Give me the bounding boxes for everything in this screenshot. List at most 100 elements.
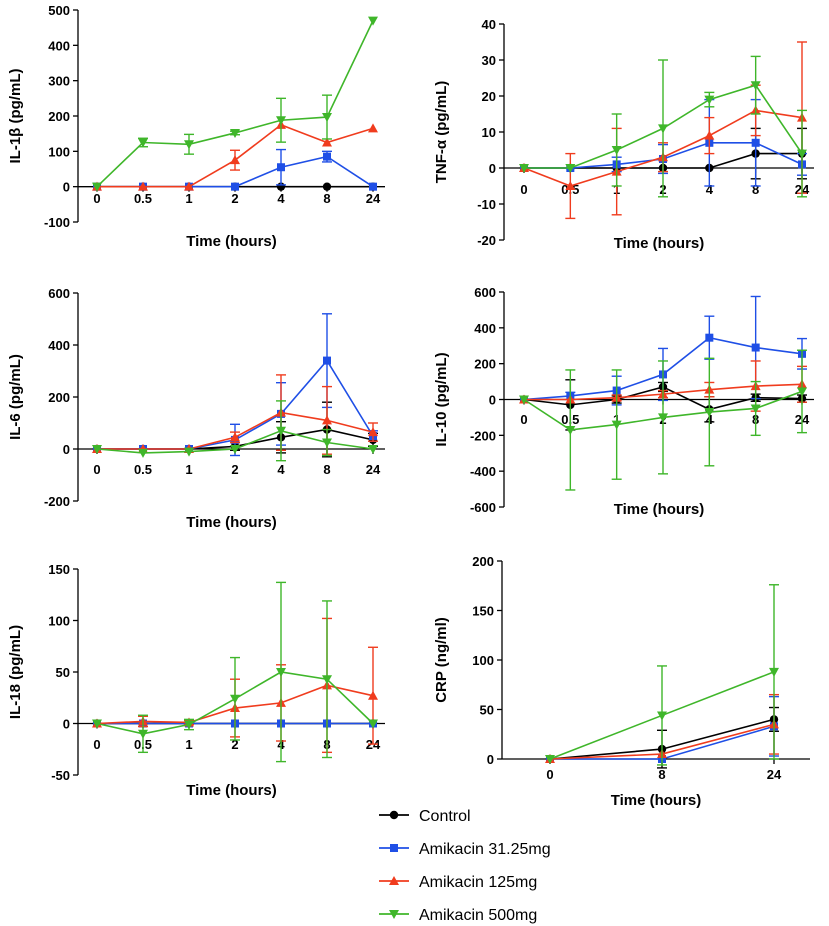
y-tick-label: 150	[48, 562, 70, 577]
x-tick-label: 0	[93, 737, 100, 752]
data-point	[322, 415, 332, 425]
data-point	[138, 138, 148, 148]
data-point	[92, 719, 102, 729]
y-tick-label: -200	[470, 428, 496, 443]
x-axis-title: Time (hours)	[614, 501, 705, 518]
legend-label: Amikacin 500mg	[419, 907, 537, 924]
y-tick-label: 10	[482, 125, 496, 140]
x-tick-label: 4	[277, 191, 285, 206]
legend-item: Control	[379, 808, 471, 825]
x-tick-label: 24	[366, 462, 381, 477]
data-point	[276, 668, 286, 677]
series-amikacin-500mg	[519, 55, 807, 198]
data-point	[230, 694, 240, 704]
y-tick-label: 0	[63, 442, 70, 457]
data-point	[368, 445, 378, 454]
data-point	[138, 448, 148, 458]
data-point	[769, 667, 779, 677]
x-tick-label: 2	[231, 737, 238, 752]
data-point	[92, 182, 102, 192]
y-tick-label: 600	[474, 285, 496, 300]
panel-crp: 0 50 100 150 200 0 8 24 Time (hours) CRP (ng/ml)	[433, 554, 810, 809]
x-axis-title: Time (hours)	[611, 792, 702, 809]
y-tick-label: -200	[44, 494, 70, 509]
x-tick-label: 8	[658, 767, 665, 782]
x-tick-label: 1	[185, 191, 192, 206]
legend-marker	[389, 810, 399, 820]
data-point	[369, 182, 377, 191]
x-axis-title: Time (hours)	[186, 782, 277, 799]
legend-label: Amikacin 125mg	[419, 874, 537, 891]
data-point	[519, 395, 529, 405]
legend-item: Amikacin 125mg	[379, 874, 537, 891]
y-tick-label: 100	[48, 614, 70, 629]
x-tick-label: 24	[767, 767, 782, 782]
series-amikacin-500mg	[92, 16, 378, 192]
x-tick-label: 8	[752, 182, 759, 197]
series-amikacin-125mg	[92, 119, 378, 191]
y-tick-label: 400	[48, 338, 70, 353]
data-point	[797, 149, 807, 159]
y-tick-label: 30	[482, 53, 496, 68]
data-point	[276, 116, 286, 126]
data-point	[704, 95, 715, 105]
data-point	[704, 408, 715, 418]
data-point	[705, 333, 714, 342]
x-tick-label: 0	[520, 412, 527, 427]
y-tick-label: 400	[474, 321, 496, 336]
data-point	[322, 438, 332, 448]
series-amikacin-500mg	[519, 349, 807, 491]
data-point	[322, 675, 332, 685]
data-point	[230, 432, 240, 442]
y-tick-label: 400	[48, 38, 70, 53]
x-tick-label: 1	[185, 737, 192, 752]
data-point	[323, 152, 331, 161]
data-point	[368, 427, 378, 437]
data-point	[322, 137, 332, 147]
data-point	[230, 128, 240, 138]
x-axis-title: Time (hours)	[614, 235, 705, 252]
legend-label: Control	[419, 808, 471, 825]
legend-marker	[389, 910, 399, 919]
data-point	[322, 113, 332, 123]
data-point	[750, 81, 761, 91]
y-tick-label: 40	[482, 17, 496, 32]
data-point	[184, 720, 194, 730]
y-tick-label: 0	[487, 752, 494, 767]
data-point	[276, 426, 286, 436]
data-point	[92, 445, 102, 454]
data-point	[797, 387, 807, 397]
y-axis-title: IL-1β (pg/mL)	[7, 69, 24, 164]
series-amikacin-125mg	[92, 374, 378, 455]
series-amikacin-500mg	[92, 581, 378, 763]
data-point	[184, 140, 194, 150]
legend-item: Amikacin 500mg	[379, 907, 537, 924]
y-tick-label: 20	[482, 89, 496, 104]
y-axis-title: IL-18 (pg/mL)	[7, 625, 24, 719]
x-tick-label: 0	[546, 767, 553, 782]
x-axis-title: Time (hours)	[186, 233, 277, 250]
x-tick-label: 4	[706, 182, 714, 197]
data-point	[138, 181, 148, 191]
x-tick-label: 0.5	[134, 462, 152, 477]
y-tick-label: -100	[44, 215, 70, 230]
y-axis-title: IL-10 (pg/mL)	[433, 352, 450, 446]
legend-marker	[389, 876, 399, 885]
data-point	[658, 124, 668, 134]
legend-marker	[390, 844, 398, 852]
data-point	[231, 182, 239, 191]
x-tick-label: 2	[231, 462, 238, 477]
data-point	[230, 155, 240, 165]
x-tick-label: 24	[366, 191, 381, 206]
data-point	[611, 420, 622, 430]
y-tick-label: 100	[472, 653, 494, 668]
data-point	[750, 404, 761, 414]
x-tick-label: 1	[185, 462, 192, 477]
series-amikacin-500mg	[92, 400, 378, 462]
x-axis-title: Time (hours)	[186, 514, 277, 531]
x-tick-label: 8	[323, 462, 330, 477]
y-axis-title: TNF-α (pg/mL)	[433, 81, 450, 184]
data-point	[368, 123, 378, 133]
